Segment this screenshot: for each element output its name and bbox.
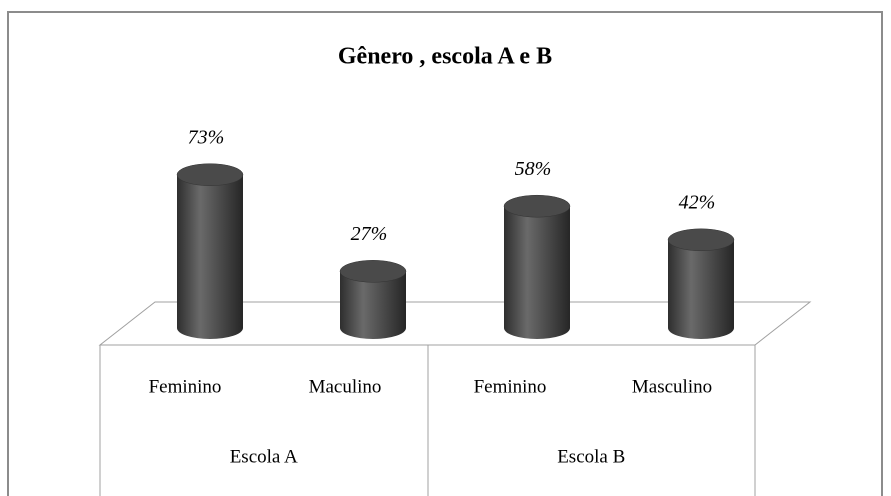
bar <box>340 271 406 339</box>
group-label: Escola B <box>557 446 625 467</box>
x-tick-label: Masculino <box>632 376 712 397</box>
x-tick-label: Feminino <box>474 376 547 397</box>
bar <box>504 206 570 339</box>
chart-title: Gênero , escola A e B <box>338 44 552 70</box>
data-label: 73% <box>188 126 225 148</box>
bar-top <box>339 260 407 283</box>
chart-frame <box>7 11 883 496</box>
bar <box>177 174 243 339</box>
data-label: 42% <box>679 191 716 213</box>
group-label: Escola A <box>230 446 298 467</box>
data-label: 27% <box>351 223 388 245</box>
bar-top <box>176 163 244 186</box>
x-tick-label: Feminino <box>149 376 222 397</box>
bar-top <box>667 228 735 252</box>
bar-top <box>503 194 571 218</box>
bar <box>668 239 734 339</box>
x-tick-label: Maculino <box>309 376 382 397</box>
data-label: 58% <box>515 158 552 180</box>
floor <box>98 301 812 496</box>
